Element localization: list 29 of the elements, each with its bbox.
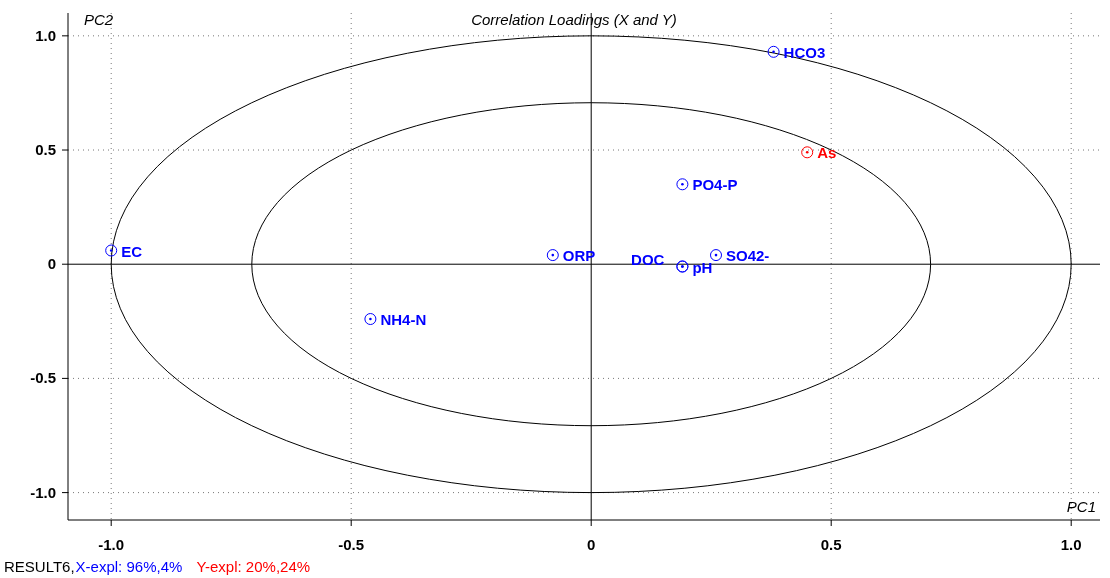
point <box>364 313 377 326</box>
series-label: NH4-N <box>380 311 427 329</box>
point <box>710 249 722 262</box>
series-label: As <box>817 144 837 162</box>
y-tick-label: -1.0 <box>30 483 56 501</box>
x-tick-label: 0.5 <box>820 536 842 553</box>
point <box>767 45 780 58</box>
series-label: EC <box>121 242 143 260</box>
point <box>546 249 559 262</box>
text: RESULT6, <box>4 558 75 575</box>
x-tick-label: 1.0 <box>1060 536 1082 553</box>
y-tick-label: 1.0 <box>35 26 56 44</box>
x-axis-title: PC1 <box>1066 498 1096 515</box>
point <box>801 146 814 159</box>
series-label: PO4-P <box>692 176 738 194</box>
text: Y-expl: 20%,24% <box>196 558 311 575</box>
point <box>105 244 118 257</box>
x-tick-label: -0.5 <box>338 536 365 553</box>
series-label: HCO3 <box>783 43 826 61</box>
text: X-expl: 96%,4% <box>75 558 183 575</box>
y-tick-label: 0 <box>47 255 56 273</box>
y-tick-label: 0.5 <box>35 141 56 159</box>
series-label: DOC <box>631 250 665 268</box>
x-tick-label: 0 <box>587 536 596 553</box>
series-label: SO42- <box>726 247 770 265</box>
y-axis-title: PC2 <box>84 11 114 28</box>
point <box>676 178 689 191</box>
y-tick-label: -0.5 <box>30 369 56 387</box>
x-tick-label: -1.0 <box>98 536 125 553</box>
